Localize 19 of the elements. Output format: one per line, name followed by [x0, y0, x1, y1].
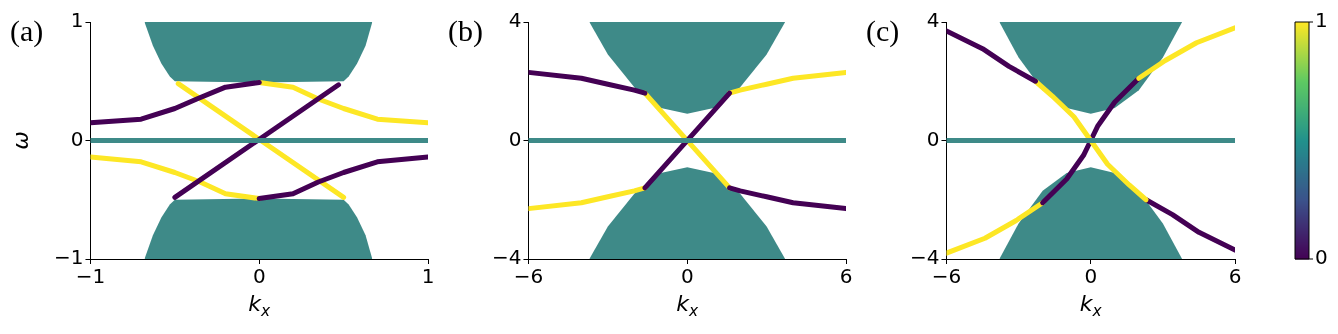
chart-title: (c) — [866, 13, 900, 48]
x-tick-label: 0 — [1084, 264, 1098, 289]
chart-title: (a) — [10, 13, 44, 48]
y-tick-label: 0 — [508, 126, 522, 151]
y-tick-label: 4 — [508, 8, 522, 33]
chart-title: (b) — [448, 13, 483, 48]
color-bar-label: 1 — [1315, 8, 1328, 33]
x-tick-label: 0 — [680, 264, 694, 289]
x-tick-label: 1 — [421, 264, 435, 289]
y-axis-title: ω — [7, 131, 33, 150]
x-tick-label: 6 — [1228, 264, 1242, 289]
y-tick-label: 0 — [70, 126, 84, 151]
x-tick-label: 0 — [252, 264, 266, 289]
y-tick-label: −1 — [54, 245, 84, 270]
y-tick-label: 4 — [926, 8, 940, 33]
y-tick-label: 1 — [70, 8, 84, 33]
y-tick-label: 0 — [926, 126, 940, 151]
x-tick-label: 6 — [839, 264, 853, 289]
color-bar-label: 0 — [1315, 245, 1328, 270]
